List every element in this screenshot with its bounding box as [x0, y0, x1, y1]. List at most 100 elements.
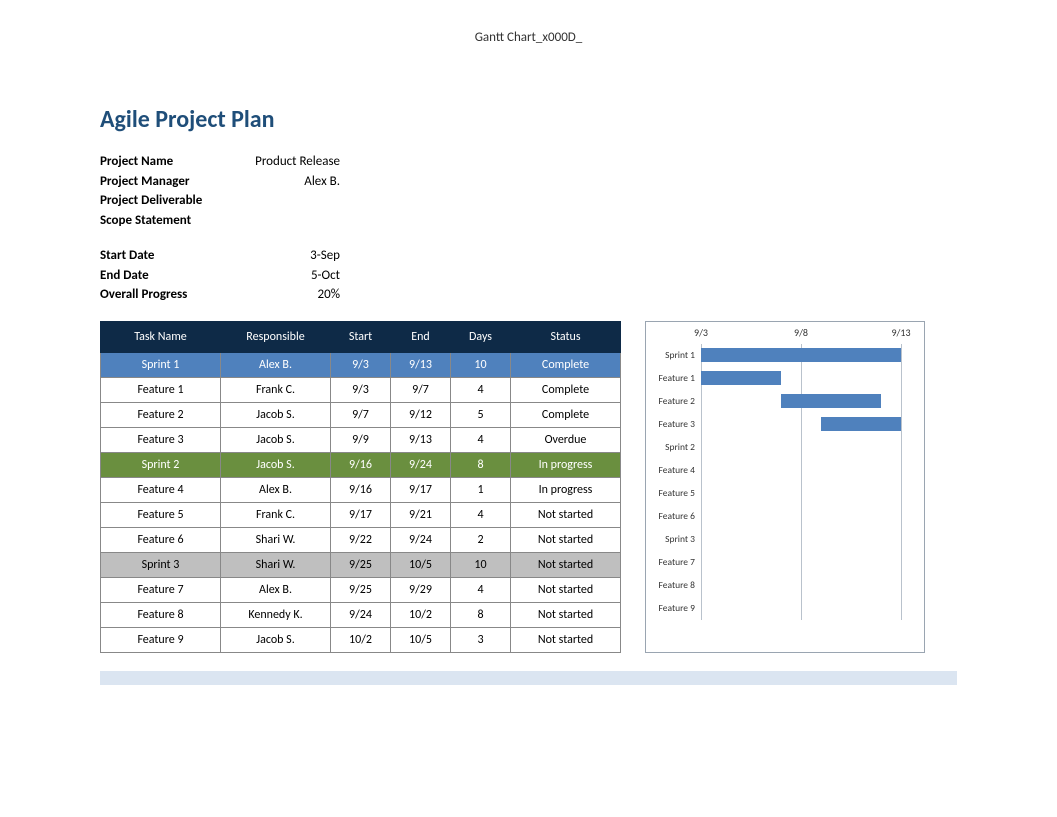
table-header-cell: Status: [511, 321, 621, 352]
gantt-row: Feature 8: [646, 574, 924, 597]
table-cell: Jacob S.: [221, 402, 331, 427]
table-row: Sprint 1Alex B.9/39/1310Complete: [101, 352, 621, 377]
meta-label: Scope Statement: [100, 211, 240, 231]
table-cell: Jacob S.: [221, 452, 331, 477]
table-cell: 9/16: [331, 452, 391, 477]
table-cell: Alex B.: [221, 477, 331, 502]
table-cell: Shari W.: [221, 527, 331, 552]
meta-row: Project NameProduct Release: [100, 152, 957, 172]
gantt-bar: [701, 348, 901, 362]
table-cell: Complete: [511, 352, 621, 377]
table-cell: 9/24: [391, 452, 451, 477]
table-cell: Shari W.: [221, 552, 331, 577]
table-cell: Feature 8: [101, 602, 221, 627]
table-row: Feature 2Jacob S.9/79/125Complete: [101, 402, 621, 427]
gantt-row-label: Feature 5: [646, 487, 701, 499]
table-cell: Alex B.: [221, 352, 331, 377]
table-cell: Not started: [511, 627, 621, 652]
gantt-row: Feature 2: [646, 390, 924, 413]
table-cell: 4: [451, 577, 511, 602]
gantt-row: Feature 4: [646, 459, 924, 482]
table-header-cell: Responsible: [221, 321, 331, 352]
table-cell: Sprint 1: [101, 352, 221, 377]
table-cell: Not started: [511, 552, 621, 577]
table-cell: Not started: [511, 527, 621, 552]
project-meta-group-2: Start Date3-SepEnd Date5-OctOverall Prog…: [100, 246, 957, 305]
table-cell: Jacob S.: [221, 427, 331, 452]
gantt-row-label: Feature 7: [646, 556, 701, 568]
table-cell: 9/13: [391, 427, 451, 452]
meta-row: Scope Statement: [100, 211, 957, 231]
table-cell: Overdue: [511, 427, 621, 452]
table-cell: Feature 7: [101, 577, 221, 602]
meta-value: 5-Oct: [240, 266, 340, 286]
table-header-cell: Task Name: [101, 321, 221, 352]
meta-value: Alex B.: [240, 172, 340, 192]
meta-value: 3-Sep: [240, 246, 340, 266]
gantt-row: Sprint 2: [646, 436, 924, 459]
gantt-body: Sprint 1Feature 1Feature 2Feature 3Sprin…: [646, 344, 924, 620]
table-cell: 9/16: [331, 477, 391, 502]
table-cell: 9/9: [331, 427, 391, 452]
gantt-bar: [701, 371, 781, 385]
table-cell: 9/7: [391, 377, 451, 402]
table-cell: 3: [451, 627, 511, 652]
table-row: Sprint 2Jacob S.9/169/248In progress: [101, 452, 621, 477]
gantt-row-label: Sprint 2: [646, 441, 701, 453]
gantt-track: [701, 390, 924, 413]
gantt-row-label: Feature 2: [646, 395, 701, 407]
gantt-track: [701, 528, 924, 551]
table-row: Feature 4Alex B.9/169/171In progress: [101, 477, 621, 502]
table-cell: 10/2: [331, 627, 391, 652]
table-row: Feature 9Jacob S.10/210/53Not started: [101, 627, 621, 652]
table-cell: 10: [451, 552, 511, 577]
meta-label: Project Deliverable: [100, 191, 240, 211]
gantt-track: [701, 413, 924, 436]
gantt-bar: [781, 394, 881, 408]
table-cell: 8: [451, 602, 511, 627]
task-table-head: Task NameResponsibleStartEndDaysStatus: [101, 321, 621, 352]
table-cell: 9/25: [331, 577, 391, 602]
table-cell: Not started: [511, 577, 621, 602]
table-row: Feature 5Frank C.9/179/214Not started: [101, 502, 621, 527]
meta-row: Overall Progress20%: [100, 285, 957, 305]
table-cell: Feature 2: [101, 402, 221, 427]
table-cell: Jacob S.: [221, 627, 331, 652]
gantt-row-label: Sprint 3: [646, 533, 701, 545]
table-cell: Feature 6: [101, 527, 221, 552]
content-row: Task NameResponsibleStartEndDaysStatus S…: [100, 321, 957, 653]
table-cell: In progress: [511, 452, 621, 477]
table-cell: 10/2: [391, 602, 451, 627]
gantt-row-label: Sprint 1: [646, 349, 701, 361]
table-cell: 10: [451, 352, 511, 377]
table-cell: 9/21: [391, 502, 451, 527]
table-cell: Frank C.: [221, 502, 331, 527]
table-cell: 9/22: [331, 527, 391, 552]
table-row: Feature 6Shari W.9/229/242Not started: [101, 527, 621, 552]
table-cell: Kennedy K.: [221, 602, 331, 627]
meta-label: Overall Progress: [100, 285, 240, 305]
gantt-row-label: Feature 4: [646, 464, 701, 476]
table-cell: 9/12: [391, 402, 451, 427]
meta-label: Project Name: [100, 152, 240, 172]
table-cell: Sprint 2: [101, 452, 221, 477]
gantt-row-label: Feature 9: [646, 602, 701, 614]
gantt-row: Feature 7: [646, 551, 924, 574]
table-cell: 4: [451, 427, 511, 452]
gantt-axis: 9/39/89/13: [701, 326, 924, 344]
page-title: Agile Project Plan: [100, 105, 957, 134]
table-cell: 9/7: [331, 402, 391, 427]
table-row: Sprint 3Shari W.9/2510/510Not started: [101, 552, 621, 577]
table-cell: Feature 3: [101, 427, 221, 452]
gantt-row: Feature 9: [646, 597, 924, 620]
meta-row: Start Date3-Sep: [100, 246, 957, 266]
gantt-row-label: Feature 3: [646, 418, 701, 430]
meta-row: End Date5-Oct: [100, 266, 957, 286]
gantt-axis-tick: 9/8: [794, 326, 808, 339]
gantt-track: [701, 551, 924, 574]
task-table-header-row: Task NameResponsibleStartEndDaysStatus: [101, 321, 621, 352]
meta-label: Start Date: [100, 246, 240, 266]
table-cell: 4: [451, 377, 511, 402]
table-cell: 5: [451, 402, 511, 427]
table-row: Feature 7Alex B.9/259/294Not started: [101, 577, 621, 602]
